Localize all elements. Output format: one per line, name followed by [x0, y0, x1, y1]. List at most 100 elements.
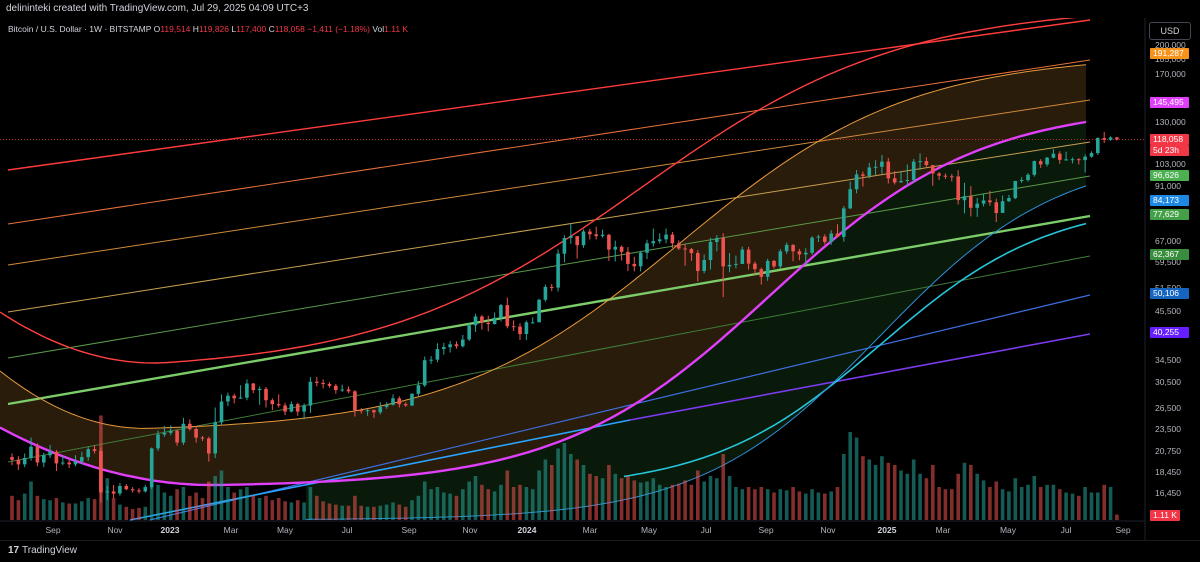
candle[interactable] — [467, 323, 471, 341]
candle[interactable] — [61, 456, 65, 466]
candle[interactable] — [276, 394, 281, 408]
candle[interactable] — [264, 387, 268, 408]
candle[interactable] — [613, 240, 618, 262]
candle[interactable] — [410, 393, 414, 407]
candle[interactable] — [524, 320, 529, 340]
candle[interactable] — [480, 314, 484, 330]
candle[interactable] — [638, 250, 643, 272]
candle[interactable] — [562, 235, 567, 263]
candle[interactable] — [816, 234, 821, 242]
candle[interactable] — [911, 158, 916, 183]
candle[interactable] — [708, 237, 713, 270]
candle[interactable] — [73, 455, 78, 467]
candle[interactable] — [67, 459, 71, 469]
candle[interactable] — [1051, 149, 1056, 159]
candle[interactable] — [143, 485, 148, 493]
candle[interactable] — [886, 158, 891, 184]
candle[interactable] — [823, 234, 827, 245]
candle[interactable] — [499, 304, 503, 322]
candle[interactable] — [734, 255, 738, 269]
candle[interactable] — [962, 182, 967, 214]
candle[interactable] — [486, 315, 490, 332]
candle[interactable] — [289, 401, 294, 413]
candle[interactable] — [607, 233, 611, 261]
candle[interactable] — [931, 164, 935, 186]
candle[interactable] — [505, 297, 510, 329]
candle[interactable] — [1045, 157, 1049, 167]
candle[interactable] — [873, 160, 878, 176]
candle[interactable] — [175, 429, 179, 446]
candle[interactable] — [759, 267, 764, 285]
candle[interactable] — [581, 229, 586, 248]
candle[interactable] — [188, 419, 192, 431]
candle[interactable] — [740, 246, 745, 264]
candle[interactable] — [162, 426, 167, 437]
candle[interactable] — [753, 261, 757, 275]
candle[interactable] — [778, 249, 783, 269]
candle[interactable] — [784, 242, 789, 254]
candle[interactable] — [835, 224, 840, 238]
candle[interactable] — [537, 298, 541, 323]
candle[interactable] — [1026, 173, 1030, 182]
candle[interactable] — [99, 447, 103, 503]
candle[interactable] — [327, 382, 332, 388]
candle[interactable] — [302, 403, 306, 420]
candle[interactable] — [689, 248, 694, 261]
candle[interactable] — [461, 335, 465, 348]
candle[interactable] — [29, 437, 33, 461]
candle[interactable] — [543, 284, 548, 302]
candle[interactable] — [918, 153, 922, 171]
candle[interactable] — [1083, 154, 1087, 173]
candle[interactable] — [86, 446, 90, 461]
candle[interactable] — [54, 450, 59, 471]
candle[interactable] — [727, 253, 732, 273]
candle[interactable] — [1007, 194, 1011, 203]
candle[interactable] — [35, 443, 40, 467]
candle[interactable] — [861, 171, 865, 187]
candle[interactable] — [677, 240, 681, 250]
candle[interactable] — [556, 249, 560, 292]
candle[interactable] — [530, 317, 535, 324]
candle[interactable] — [10, 453, 14, 466]
candle[interactable] — [492, 312, 497, 325]
candle[interactable] — [181, 417, 186, 445]
candle[interactable] — [16, 456, 21, 470]
candle[interactable] — [867, 162, 872, 179]
candle[interactable] — [435, 343, 440, 363]
candle[interactable] — [765, 258, 770, 281]
candle[interactable] — [257, 386, 262, 405]
candle[interactable] — [1019, 177, 1024, 183]
candle[interactable] — [645, 239, 649, 260]
candle[interactable] — [1077, 158, 1081, 165]
candle[interactable] — [118, 482, 122, 496]
candle[interactable] — [200, 436, 205, 441]
candle[interactable] — [238, 385, 243, 399]
candle[interactable] — [937, 172, 941, 180]
candle[interactable] — [619, 245, 624, 261]
candle[interactable] — [981, 193, 986, 207]
candle[interactable] — [194, 426, 198, 443]
candle[interactable] — [905, 164, 910, 186]
candle[interactable] — [353, 390, 357, 417]
candle[interactable] — [810, 236, 814, 255]
candle[interactable] — [283, 402, 287, 416]
candle[interactable] — [550, 283, 554, 292]
candle[interactable] — [632, 256, 637, 272]
candle[interactable] — [80, 451, 84, 465]
candle[interactable] — [721, 233, 725, 298]
candle[interactable] — [105, 486, 110, 501]
candle[interactable] — [1064, 151, 1068, 161]
candle[interactable] — [594, 226, 598, 240]
candle[interactable] — [1038, 159, 1043, 168]
candle[interactable] — [168, 425, 173, 436]
candle[interactable] — [42, 452, 46, 468]
candle[interactable] — [92, 445, 97, 454]
candle[interactable] — [156, 430, 160, 451]
candle[interactable] — [842, 206, 846, 242]
candle[interactable] — [137, 488, 141, 494]
candle[interactable] — [1115, 136, 1119, 141]
candle[interactable] — [988, 190, 992, 206]
candle[interactable] — [321, 379, 325, 389]
candle[interactable] — [473, 313, 478, 332]
price-chart[interactable] — [0, 18, 1200, 540]
